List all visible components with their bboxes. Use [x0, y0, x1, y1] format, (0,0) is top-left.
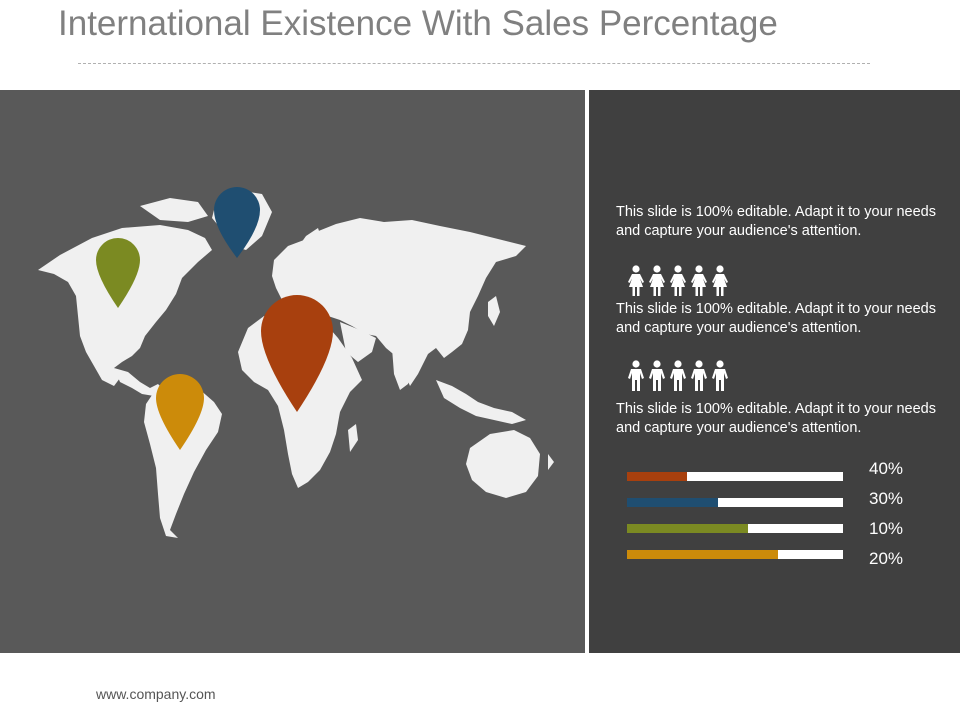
sales-bar-2-fill	[627, 498, 718, 507]
map-pin-icon	[156, 374, 204, 450]
map-pins	[96, 187, 333, 450]
sales-bar-2-label: 30%	[869, 489, 904, 508]
sales-bar-1-fill	[627, 472, 688, 481]
male-person-icon	[670, 360, 686, 391]
arabia-india-landmass	[340, 322, 414, 390]
africa-pin	[261, 295, 333, 412]
male-person-icon	[712, 360, 728, 391]
sales-bar-4-fill	[627, 550, 779, 559]
sales-bar-1-label: 40%	[869, 459, 904, 478]
sales-bar-2	[627, 498, 843, 507]
sales-bar-3-fill	[627, 524, 748, 533]
sales-bar-1	[627, 472, 843, 481]
australia-landmass	[466, 430, 540, 498]
slide-title: International Existence With Sales Perce…	[58, 4, 778, 43]
female-person-icon	[670, 265, 686, 296]
map-pin-icon	[261, 295, 333, 412]
title-divider	[78, 63, 870, 64]
north-america-landmass	[38, 225, 212, 386]
map-pin-icon	[214, 187, 260, 258]
sales-bar-3-label: 10%	[869, 519, 904, 538]
central-america-landmass	[114, 368, 164, 396]
greenland-pin	[214, 187, 260, 258]
panel-divider	[585, 90, 589, 653]
female-person-icon	[628, 265, 644, 296]
map-panel	[0, 90, 585, 653]
female-person-icon	[712, 265, 728, 296]
info-paragraph-2: This slide is 100% editable. Adapt it to…	[616, 301, 936, 336]
male-person-icon	[628, 360, 644, 391]
map-pin-icon	[96, 238, 140, 308]
info-paragraph-1: This slide is 100% editable. Adapt it to…	[616, 204, 936, 239]
info-paragraph-3: This slide is 100% editable. Adapt it to…	[616, 401, 936, 436]
world-map	[38, 187, 554, 538]
female-person-icon	[649, 265, 665, 296]
north-america-pin	[96, 238, 140, 308]
sales-bar-4	[627, 550, 843, 559]
new-zealand-landmass	[548, 454, 554, 470]
uk-landmass	[278, 254, 290, 276]
scandinavia-landmass	[296, 228, 322, 262]
female-person-icon	[691, 265, 707, 296]
sales-bar-3	[627, 524, 843, 533]
footer-website: www.company.com	[96, 686, 216, 702]
southeast-asia-landmass	[436, 380, 526, 424]
eurasia-landmass	[272, 218, 526, 386]
south-america-pin	[156, 374, 204, 450]
male-person-icon	[649, 360, 665, 391]
japan-landmass	[488, 296, 500, 326]
madagascar-landmass	[348, 424, 358, 452]
arctic-islands	[140, 198, 208, 222]
info-panel: This slide is 100% editable. Adapt it to…	[589, 90, 960, 653]
male-person-icon	[691, 360, 707, 391]
sales-bar-4-label: 20%	[869, 549, 904, 568]
